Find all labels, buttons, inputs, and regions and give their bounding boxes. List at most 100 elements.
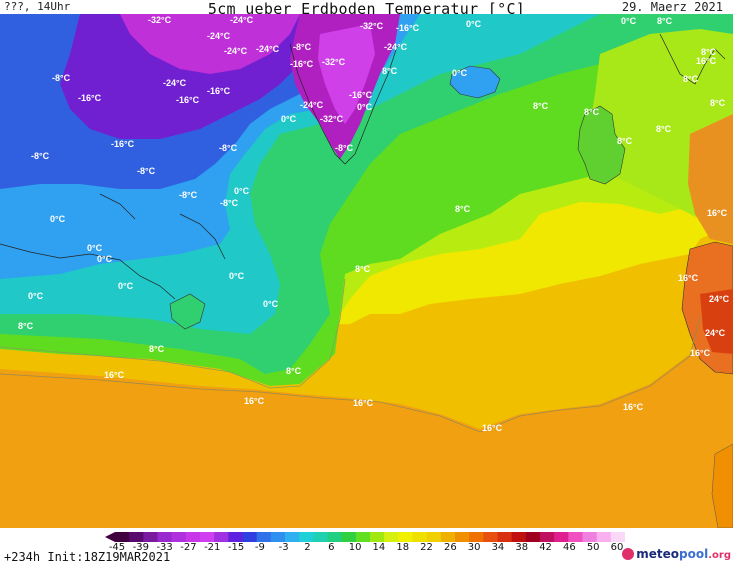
color-scale-swatch (171, 532, 187, 542)
color-scale-tick-label: 18 (396, 542, 410, 553)
color-scale-labels: -45 -39 -33 -27 -21 -15 -9 -3 2 6 10 14 18 22 26 30 34 38… (105, 542, 625, 554)
map-label: 8°C (701, 47, 717, 57)
isotherm-8c (0, 278, 346, 389)
map-label: -8°C (52, 73, 71, 83)
map-label: 8°C (683, 74, 699, 84)
map-label: -24°C (207, 31, 231, 41)
map-label: -8°C (220, 198, 239, 208)
map-label: -8°C (293, 42, 312, 52)
map-title: 5cm ueber Erdboden Temperatur [°C] (207, 0, 526, 18)
color-scale-tick-label: 38 (515, 542, 529, 553)
greenland-coldest (318, 24, 375, 124)
map-label: 0°C (234, 186, 250, 196)
europe-south (688, 114, 733, 244)
map-label: -16°C (396, 23, 420, 33)
color-scale-swatch (554, 532, 569, 542)
color-scale-swatch (115, 532, 130, 542)
map-label: -32°C (360, 21, 384, 31)
color-scale-tick-label: 60 (610, 542, 624, 553)
color-scale-tick-label: -27 (180, 542, 197, 553)
map-label: -16°C (207, 86, 231, 96)
map-label: 16°C (244, 396, 265, 406)
coastline-greenland (289, 43, 399, 165)
map-label: 0°C (50, 214, 66, 224)
color-scale-swatch (355, 532, 371, 542)
color-scale-tick-label: -39 (132, 542, 149, 553)
british-isles (577, 105, 626, 185)
color-scale-swatch (157, 532, 173, 542)
color-scale-swatch (582, 532, 598, 542)
color-scale-tick-label: 22 (420, 542, 433, 553)
map-label: 8°C (382, 66, 398, 76)
map-label: 0°C (118, 281, 134, 291)
color-scale-swatch (568, 532, 583, 542)
map-label: 8°C (584, 107, 600, 117)
color-scale-swatch (285, 532, 300, 542)
color-scale-tick-label: -15 (227, 542, 245, 553)
color-scale-swatch (426, 532, 442, 542)
map-label: 0°C (452, 68, 468, 78)
color-scale-swatch (412, 532, 428, 542)
map-label: 24°C (709, 294, 730, 304)
map-label: 16°C (696, 56, 717, 66)
map-label: -24°C (224, 46, 248, 56)
map-label: 8°C (149, 344, 165, 354)
color-scale-tick-label: 50 (586, 542, 600, 553)
temperature-map: -32°C -24°C -24°C -24°C -8°C -24°C -32°C… (0, 14, 733, 528)
map-label: -8°C (219, 143, 238, 153)
valid-day-label: ???, 14Uhr (4, 0, 71, 13)
map-label: -8°C (137, 166, 156, 176)
color-scale-swatch (228, 532, 243, 542)
color-scale-swatch (341, 532, 357, 542)
map-label: -24°C (256, 44, 280, 54)
color-scale-arrow (105, 532, 115, 542)
color-scale-swatch (440, 532, 456, 542)
color-scale-swatch (384, 532, 399, 542)
color-scale-swatch (299, 532, 314, 542)
map-label: 8°C (355, 264, 371, 274)
color-scale-swatch (370, 532, 385, 542)
valid-date-label: 29. Maerz 2021 (621, 0, 723, 14)
map-label: 8°C (656, 124, 672, 134)
map-label: 8°C (18, 321, 34, 331)
map-label: 24°C (705, 328, 726, 338)
map-label: 16°C (482, 423, 503, 433)
map-label: -24°C (163, 78, 187, 88)
map-label: 0°C (466, 19, 482, 29)
logo-icon (622, 548, 635, 560)
map-label: -24°C (384, 42, 408, 52)
map-label: 8°C (286, 366, 302, 376)
map-label: 0°C (263, 299, 279, 309)
map-label: 16°C (690, 348, 711, 358)
map-label: 16°C (707, 208, 728, 218)
color-scale-tick-label: 6 (328, 542, 335, 553)
map-label: -16°C (176, 95, 200, 105)
color-scale-swatch (214, 532, 229, 542)
map-label: -24°C (300, 100, 324, 110)
map-label: -16°C (78, 93, 102, 103)
color-scale-tick-label: -21 (204, 542, 221, 553)
color-scale-tick-label: -33 (156, 542, 173, 553)
map-label: 16°C (104, 370, 125, 380)
newfoundland (169, 293, 206, 330)
color-scale-swatch (497, 532, 513, 542)
map-label: 8°C (617, 136, 633, 146)
color-scale-swatch (483, 532, 498, 542)
zone-minus32c (120, 14, 300, 74)
color-scale-swatch (511, 532, 527, 542)
map-label: -8°C (179, 190, 198, 200)
iceland (449, 65, 501, 99)
map-label: 0°C (87, 243, 103, 253)
color-scale-swatch (525, 532, 541, 542)
map-label: 16°C (623, 402, 644, 412)
color-scale-swatch (129, 532, 144, 542)
map-label: -8°C (31, 151, 50, 161)
map-label: 16°C (678, 273, 699, 283)
map-label: 8°C (533, 101, 549, 111)
color-scale-swatch (185, 532, 201, 542)
map-label: 0°C (229, 271, 245, 281)
map-label: -16°C (111, 139, 135, 149)
color-scale-swatch (200, 532, 215, 542)
iberia-warm (700, 289, 733, 354)
coastline-north-america (0, 193, 226, 300)
